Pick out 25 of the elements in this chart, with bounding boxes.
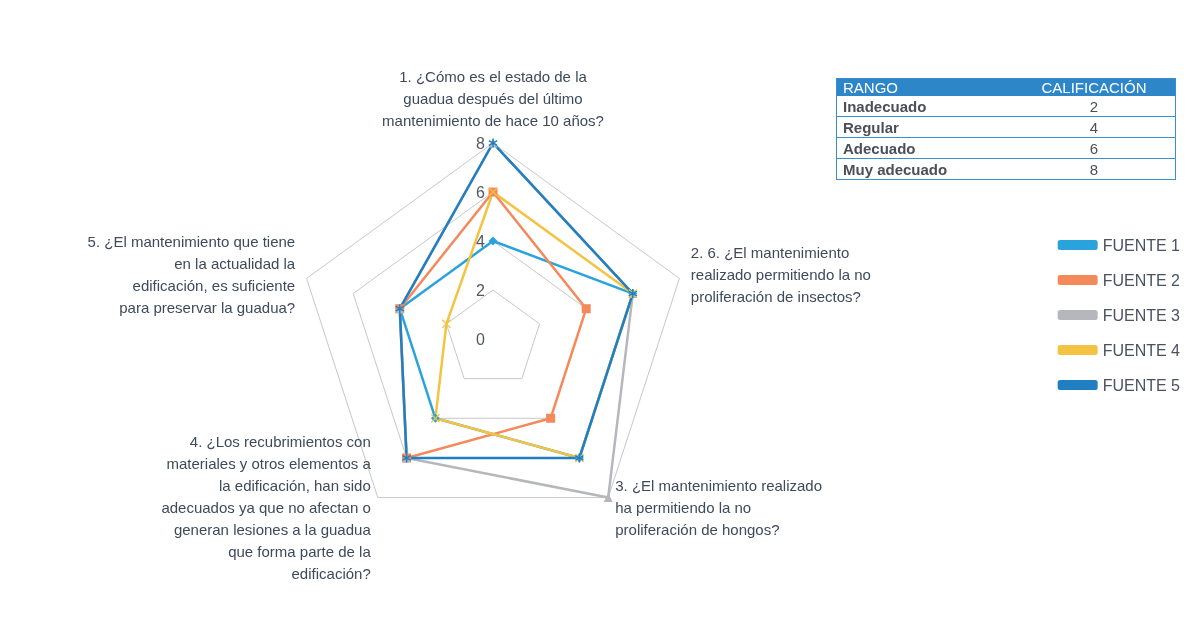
y-tick-label: 8 <box>476 134 486 152</box>
spoke-label: 4. ¿Los recubrimientos con materiales y otros elementos a la edificación, han sido adecuados ya que no afectan o generan lesiones a la guadua que forma parte de la edificación? <box>161 432 372 582</box>
data-label: 8 <box>1013 158 1176 180</box>
legend-label: FUENTE 3 <box>1102 306 1181 324</box>
data-label: 6 <box>1013 137 1176 159</box>
y-tick-label: 2 <box>476 281 486 299</box>
data-label: 4 <box>1013 116 1176 138</box>
y-tick-label: 4 <box>476 232 486 250</box>
y-tick-label: Regular <box>836 116 1013 138</box>
y-tick-label: Adecuado <box>836 137 1013 159</box>
y-tick-label: Muy adecuado <box>836 158 1013 180</box>
legend-label: FUENTE 5 <box>1102 376 1181 394</box>
y-tick-label: 0 <box>476 330 486 348</box>
legend-label: FUENTE 1 <box>1102 236 1181 254</box>
y-axis-title: RANGO <box>842 78 899 96</box>
legend-label: FUENTE 4 <box>1102 341 1181 359</box>
data-label: 2 <box>1013 96 1176 117</box>
spoke-label: 5. ¿El mantenimiento que tiene en la actualidad la edificación, es suficiente para preservar la guadua? <box>87 233 296 317</box>
spoke-label: 2. 6. ¿El mantenimiento realizado permitiendo la no proliferación de insectos? <box>690 244 871 306</box>
y-tick-label: 6 <box>476 183 486 201</box>
spoke-label: 1. ¿Cómo es el estado de la guadua después del último mantenimiento de hace 10 años? <box>382 67 604 129</box>
x-tick-label: CALIFICACIÓN <box>1040 78 1148 96</box>
spoke-label: 3. ¿El mantenimiento realizado ha permitiendo la no proliferación de hongos? <box>615 476 823 538</box>
y-tick-label: Inadecuado <box>836 96 1013 117</box>
legend-label: FUENTE 2 <box>1102 271 1181 289</box>
